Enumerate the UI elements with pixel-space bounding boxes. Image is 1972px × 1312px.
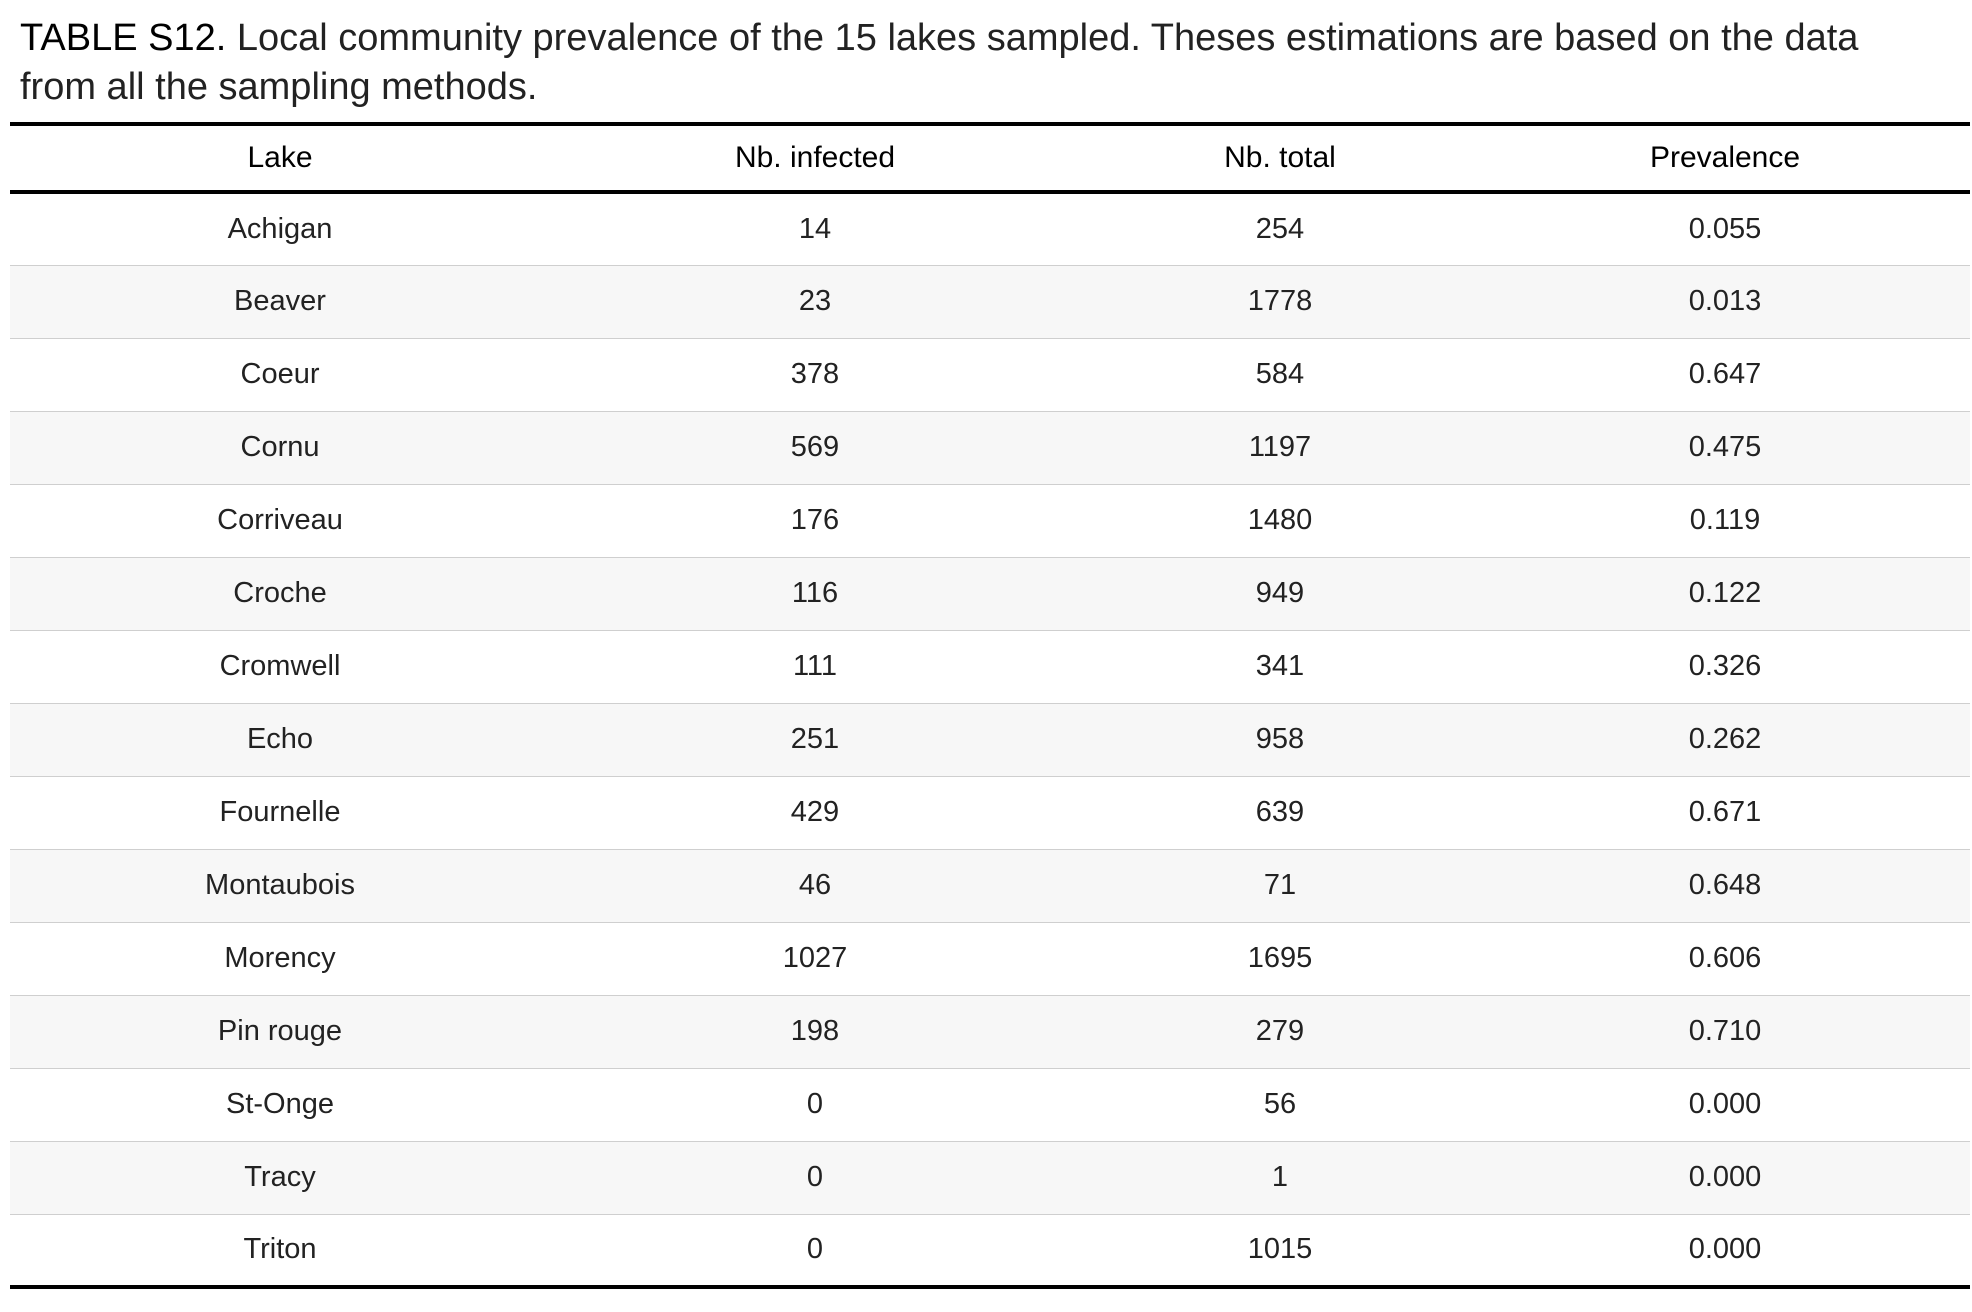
table-header: Lake Nb. infected Nb. total Prevalence <box>10 124 1970 192</box>
nb-total-cell: 56 <box>1263 1088 1297 1120</box>
nb-infected-cell: 1027 <box>782 942 848 974</box>
prevalence-cell: 0.671 <box>1688 796 1762 828</box>
lake-name-cell: Corriveau <box>217 504 343 536</box>
nb-infected-cell: 0 <box>806 1161 824 1193</box>
lake-name-cell: Croche <box>233 577 327 609</box>
lake-name-cell: Achigan <box>227 212 333 245</box>
nb-total-cell: 1480 <box>1247 504 1313 536</box>
table-row: Montaubois 46 71 0.648 <box>10 849 1970 922</box>
lake-name-cell: Fournelle <box>219 796 341 828</box>
nb-infected-cell: 14 <box>798 212 832 245</box>
table-row: Morency 1027 1695 0.606 <box>10 922 1970 995</box>
column-header-nb-total: Nb. total <box>1224 141 1336 174</box>
prevalence-cell: 0.475 <box>1688 431 1762 463</box>
nb-infected-cell: 0 <box>806 1088 824 1120</box>
table-row: Beaver 23 1778 0.013 <box>10 265 1970 338</box>
prevalence-cell: 0.122 <box>1688 577 1762 609</box>
table-row: Cornu 569 1197 0.475 <box>10 411 1970 484</box>
table-caption-text: Local community prevalence of the 15 lak… <box>20 17 1859 108</box>
lake-name-cell: Cornu <box>240 431 320 463</box>
table-row: Fournelle 429 639 0.671 <box>10 776 1970 849</box>
nb-total-cell: 1695 <box>1247 942 1313 974</box>
nb-infected-cell: 198 <box>790 1015 840 1047</box>
column-header-lake: Lake <box>247 141 313 174</box>
prevalence-cell: 0.013 <box>1688 285 1762 317</box>
nb-total-cell: 584 <box>1255 358 1305 390</box>
table-row: Pin rouge 198 279 0.710 <box>10 995 1970 1068</box>
nb-infected-cell: 111 <box>792 650 838 682</box>
nb-total-cell: 958 <box>1255 723 1305 755</box>
table-row: Coeur 378 584 0.647 <box>10 338 1970 411</box>
nb-total-cell: 1197 <box>1248 431 1312 463</box>
prevalence-cell: 0.710 <box>1688 1015 1762 1047</box>
table-row: Echo 251 958 0.262 <box>10 703 1970 776</box>
nb-infected-cell: 429 <box>790 796 840 828</box>
nb-infected-cell: 0 <box>806 1233 824 1266</box>
nb-total-cell: 1 <box>1271 1161 1289 1193</box>
prevalence-cell: 0.000 <box>1688 1233 1762 1266</box>
nb-infected-cell: 251 <box>790 723 840 755</box>
nb-total-cell: 254 <box>1255 212 1305 245</box>
nb-total-cell: 949 <box>1255 577 1305 609</box>
lake-name-cell: Morency <box>224 942 336 974</box>
prevalence-cell: 0.326 <box>1688 650 1762 682</box>
nb-infected-cell: 23 <box>798 285 832 317</box>
prevalence-cell: 0.606 <box>1688 942 1762 974</box>
lake-name-cell: Tracy <box>244 1161 316 1193</box>
lake-name-cell: Pin rouge <box>217 1015 343 1047</box>
prevalence-cell: 0.000 <box>1688 1161 1762 1193</box>
prevalence-cell: 0.648 <box>1688 869 1762 901</box>
prevalence-cell: 0.262 <box>1688 723 1762 755</box>
lake-name-cell: Montaubois <box>205 869 355 901</box>
table-row: Tracy 0 1 0.000 <box>10 1141 1970 1214</box>
lake-name-cell: Coeur <box>240 358 320 390</box>
lake-name-cell: Triton <box>243 1233 317 1266</box>
table-row: Corriveau 176 1480 0.119 <box>10 484 1970 557</box>
prevalence-cell: 0.647 <box>1688 358 1762 390</box>
prevalence-cell: 0.055 <box>1688 212 1762 245</box>
table-row: Achigan 14 254 0.055 <box>10 192 1970 265</box>
table-row: Triton 0 1015 0.000 <box>10 1214 1970 1287</box>
column-header-prevalence: Prevalence <box>1649 141 1801 174</box>
nb-total-cell: 71 <box>1263 869 1297 901</box>
nb-total-cell: 1015 <box>1247 1233 1313 1266</box>
table-row: St-Onge 0 56 0.000 <box>10 1068 1970 1141</box>
nb-total-cell: 341 <box>1255 650 1305 682</box>
prevalence-cell: 0.119 <box>1689 504 1761 536</box>
lake-name-cell: Echo <box>246 723 314 755</box>
table-body: Achigan 14 254 0.055 Beaver 23 1778 0.013 Coeur 3… <box>10 192 1970 1287</box>
table-caption: TABLE S12. Local community prevalence of… <box>20 14 1940 112</box>
table-row: Cromwell 111 341 0.326 <box>10 630 1970 703</box>
table-caption-label: TABLE S12. <box>20 17 227 59</box>
nb-total-cell: 279 <box>1255 1015 1305 1047</box>
nb-infected-cell: 116 <box>791 577 839 609</box>
table-row: Croche 116 949 0.122 <box>10 557 1970 630</box>
nb-infected-cell: 176 <box>790 504 840 536</box>
prevalence-table: Lake Nb. infected Nb. total Prevalence A… <box>10 122 1970 1289</box>
nb-infected-cell: 46 <box>798 869 832 901</box>
nb-total-cell: 639 <box>1255 796 1305 828</box>
lake-name-cell: Beaver <box>234 285 326 317</box>
nb-total-cell: 1778 <box>1247 285 1313 317</box>
data-table-container: Lake Nb. infected Nb. total Prevalence A… <box>10 122 1970 1289</box>
nb-infected-cell: 378 <box>790 358 840 390</box>
lake-name-cell: St-Onge <box>226 1088 334 1120</box>
nb-infected-cell: 569 <box>790 431 840 463</box>
lake-name-cell: Cromwell <box>219 650 341 682</box>
column-header-nb-infected: Nb. infected <box>734 141 896 174</box>
prevalence-cell: 0.000 <box>1688 1088 1762 1120</box>
table-header-row: Lake Nb. infected Nb. total Prevalence <box>10 124 1970 192</box>
